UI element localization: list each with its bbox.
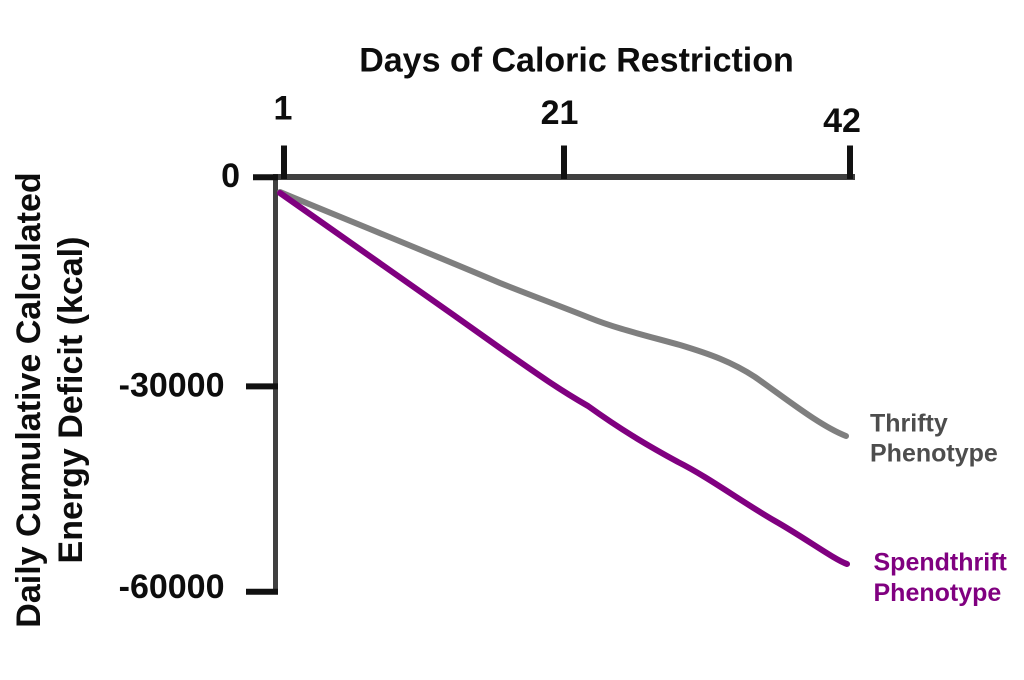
svg-text:Thrifty: Thrifty	[870, 410, 948, 438]
svg-text:-30000: -30000	[119, 367, 225, 405]
svg-text:Phenotype: Phenotype	[874, 579, 1002, 607]
svg-text:0: 0	[221, 157, 240, 195]
svg-text:Daily Cumulative Calculated: Daily Cumulative Calculated	[10, 172, 48, 627]
svg-text:Days of Caloric Restriction: Days of Caloric Restriction	[359, 42, 794, 80]
svg-text:42: 42	[823, 102, 861, 140]
svg-text:-60000: -60000	[119, 568, 225, 606]
svg-text:21: 21	[541, 94, 579, 132]
svg-text:1: 1	[274, 90, 293, 128]
svg-text:Phenotype: Phenotype	[870, 440, 998, 468]
svg-text:Energy Deficit (kcal): Energy Deficit (kcal)	[52, 237, 90, 564]
svg-text:Spendthrift: Spendthrift	[874, 549, 1008, 577]
